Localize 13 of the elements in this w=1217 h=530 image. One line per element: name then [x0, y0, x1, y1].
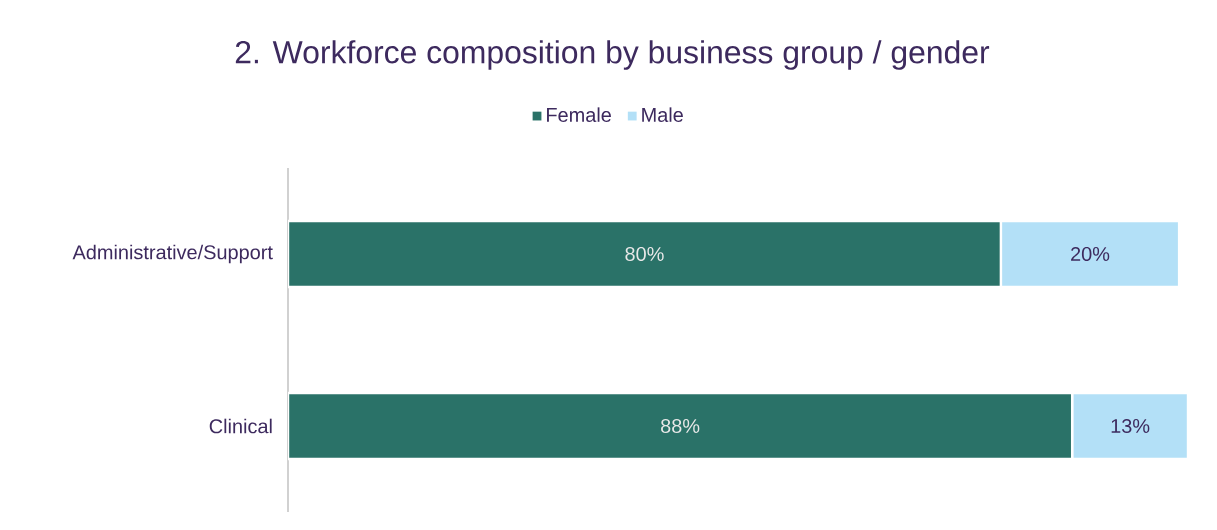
chart-title: 2. Workforce composition by business group / gender [235, 40, 990, 70]
legend-label: Female [547, 107, 611, 122]
data-label: 88% [661, 418, 700, 434]
bar [999, 219, 1181, 289]
bar [288, 391, 1074, 461]
y-tick-label: Administrative/Support [72, 244, 273, 264]
legend-label: Male [642, 107, 683, 122]
data-label: 13% [1111, 418, 1150, 434]
bar [288, 219, 1003, 289]
y-tick-label: Clinical [209, 418, 272, 434]
data-label: 80% [625, 246, 664, 262]
data-label: 20% [1071, 246, 1110, 262]
bar [1070, 391, 1189, 461]
